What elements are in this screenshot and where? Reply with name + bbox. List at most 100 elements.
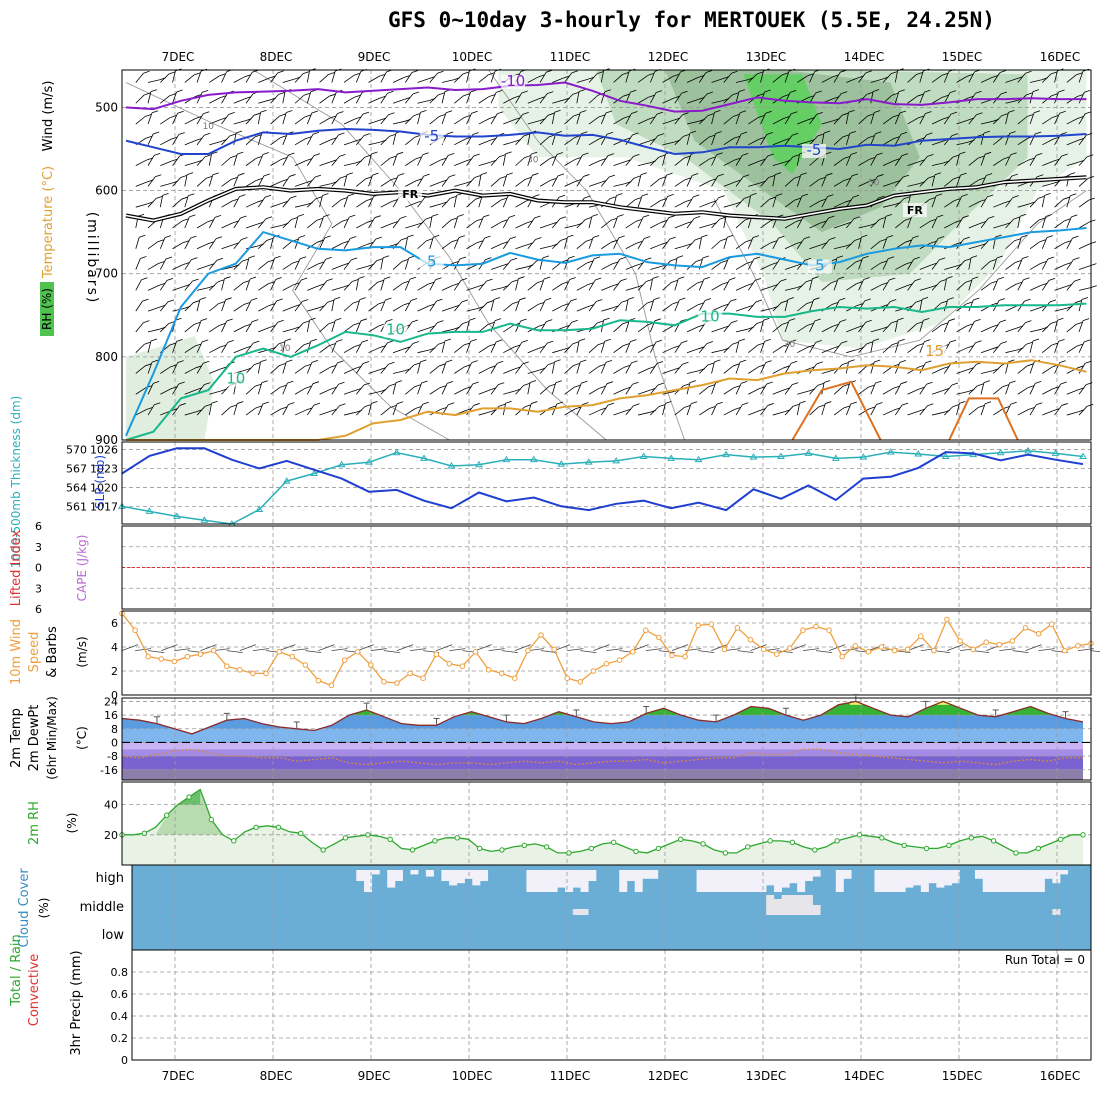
wind-barb-feather [954,220,962,223]
wind-barb-feather [974,318,981,322]
wind-barb [674,342,682,353]
wind-barb [870,154,877,166]
wind-barb-feather [868,157,876,160]
wind-barb [686,120,699,125]
wind-barb [907,323,917,333]
wind-barb [650,200,661,208]
wind-barb-feather [595,277,602,281]
wind-barb-feather [790,90,797,93]
wind-barb [380,342,388,353]
wind-barb-feather [807,73,814,77]
wind-barb-feather [710,200,717,204]
wind-barb [209,368,221,374]
wind-barb [956,238,965,250]
wind-barb-feather [311,360,318,363]
wind-barb [956,76,968,83]
wind-barb [944,200,955,208]
wind-barb [270,224,283,229]
wind-barb [184,411,197,416]
wind-speed-point [957,638,963,644]
wind-barb-feather [654,318,661,322]
rh-point [968,835,974,841]
wind-barb-feather [219,95,227,99]
wind-barb-feather [964,258,971,262]
wind-barb-feather [758,136,766,140]
cloud-high-gap [394,870,403,881]
wind-barb [257,218,267,229]
wind-barb-feather [433,234,440,238]
wind-barb [845,197,854,208]
wind-barb-feather [303,71,310,74]
wind-barb-feather [636,262,644,266]
wind-barb-feather [202,90,209,93]
wind-barb-feather [1052,386,1060,390]
wind-barb [1042,117,1053,125]
surface-wind-barb [724,648,741,651]
wind-barb [417,305,429,312]
wind-barb [882,204,895,208]
wind-barb-feather [916,72,923,75]
wind-barb [980,154,986,166]
wind-barb-feather [563,325,570,328]
thickness-marker [420,454,428,461]
wind-barb-feather [153,131,160,135]
wind-barb [368,217,376,229]
wind-barb-feather [476,240,484,244]
surface-wind-barb [737,650,754,653]
wind-barb [662,391,675,395]
wind-barb-feather [192,278,199,282]
wind-barb [343,238,351,249]
wind-barb [858,137,869,146]
wind-barb [527,282,538,291]
wind-speed-point [223,663,230,670]
surface-wind-barb [802,648,819,651]
wind-barb [270,115,280,125]
wind-barb-feather [876,152,883,156]
wind-barb [858,224,871,229]
wind-barb [490,199,501,208]
wind-barb [576,284,588,291]
wind-barb-feather [891,92,899,96]
wind-barb [564,181,576,187]
wind-barb [980,382,985,395]
isotherm--10 [125,81,1087,113]
wind-barb [576,340,580,353]
wind-barb [552,77,564,83]
wind-barb [723,72,732,83]
wind-barb [490,71,496,83]
wind-barb [490,113,498,125]
wind-barb [294,138,306,146]
wind-barb-feather [721,281,729,285]
wind-barb [453,280,462,291]
wind-barb-feather [1051,93,1058,97]
wind-speed-point [629,649,636,655]
wind-barb [196,243,209,250]
wind-barb [894,91,900,104]
wind-barb [343,281,353,291]
wind-barb [245,71,253,83]
wind-barb-feather [682,112,689,116]
cloud-high-gap [1060,870,1069,875]
wind-barb-feather [832,96,840,100]
wind-barb [650,156,660,166]
wind-barb-feather [499,154,506,158]
wind-barb-feather [842,362,849,366]
wind-barb [1005,382,1010,395]
wind-barb-feather [744,195,751,199]
wind-barb [674,257,678,270]
wind-barb-feather [840,69,847,73]
wind-barb [515,363,524,374]
wind-barb [821,239,830,250]
wind-barb-feather [999,70,1007,73]
wind-barb [686,403,692,416]
wind-barb [1066,161,1079,167]
cloud-high-gap [356,870,365,881]
wind-barb [637,118,650,125]
wind-barb-feather [154,152,161,156]
wind-barb [931,75,942,83]
wind-barb [748,410,760,416]
wind-barb [160,182,172,187]
wind-barb-feather [738,338,746,342]
stability-frame [121,525,1092,610]
surface-wind-barb [436,644,453,651]
